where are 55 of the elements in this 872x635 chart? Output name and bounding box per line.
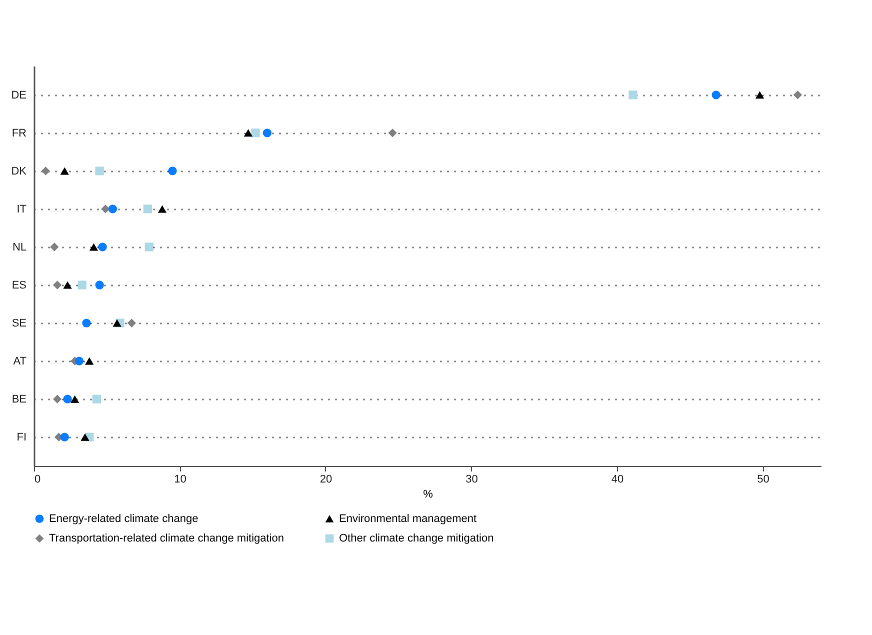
x-axis-title: % — [423, 488, 434, 500]
y-tick-label: BE — [12, 394, 26, 406]
y-tick-label: DE — [11, 89, 26, 102]
y-tick-label: AT — [13, 356, 27, 368]
point — [755, 91, 764, 99]
x-tick-label: 20 — [320, 474, 332, 486]
point — [80, 433, 90, 441]
point — [60, 432, 69, 442]
point — [108, 204, 118, 214]
point — [262, 128, 272, 138]
y-tick-label: DK — [11, 165, 28, 178]
x-tick-label: 10 — [174, 474, 186, 486]
point — [112, 319, 122, 327]
legend-label: Transportation-related climate change mitigation — [49, 532, 284, 544]
y-tick-label: ES — [12, 280, 26, 292]
point — [388, 128, 397, 138]
point — [89, 243, 98, 251]
x-tick-label: 40 — [611, 474, 624, 486]
y-tick-label: SE — [12, 318, 26, 330]
y-tick-label: FR — [12, 127, 27, 140]
point — [168, 166, 177, 176]
point — [60, 167, 69, 175]
point — [144, 242, 154, 252]
point — [158, 205, 167, 213]
y-tick-label: IT — [16, 203, 27, 216]
legend-label: Energy-related climate change — [49, 512, 198, 525]
y-tick-label: NL — [12, 241, 26, 254]
x-tick-label: 0 — [34, 474, 41, 486]
point — [92, 394, 101, 404]
point — [127, 318, 136, 328]
point — [712, 90, 720, 100]
point — [70, 395, 80, 403]
y-tick-label: FI — [16, 432, 26, 444]
point — [628, 90, 638, 100]
x-tick-label: 30 — [466, 474, 478, 486]
point — [143, 204, 152, 214]
legend-label: Environmental management — [339, 512, 477, 525]
point — [52, 394, 62, 404]
point — [50, 242, 59, 252]
point — [63, 394, 72, 404]
point — [41, 166, 50, 176]
point — [85, 357, 94, 365]
legend-label: Other climate change mitigation — [339, 532, 494, 544]
point — [95, 166, 104, 176]
point — [244, 129, 253, 137]
point — [78, 280, 86, 290]
point — [74, 356, 84, 366]
point — [52, 280, 62, 290]
x-tick-label: 50 — [757, 474, 770, 486]
point — [63, 281, 72, 289]
point — [793, 90, 802, 100]
point — [82, 318, 91, 328]
point — [98, 242, 107, 252]
point — [251, 128, 260, 138]
point — [95, 280, 104, 290]
